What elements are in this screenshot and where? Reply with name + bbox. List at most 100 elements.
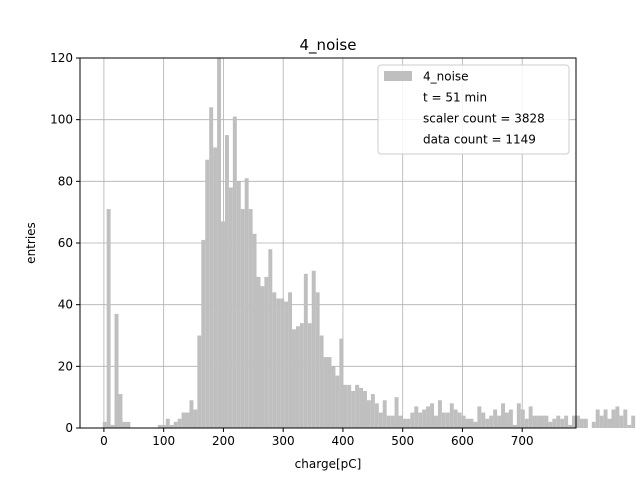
histogram-bar (536, 415, 541, 428)
histogram-bar (552, 418, 557, 428)
histogram-bar (331, 366, 336, 428)
histogram-bar (268, 249, 273, 428)
histogram-bar (311, 270, 316, 428)
histogram-bar (449, 403, 454, 428)
histogram-bar (595, 409, 600, 428)
y-tick-label: 60 (58, 236, 73, 250)
histogram-bar (631, 415, 636, 428)
histogram-bar (110, 424, 115, 428)
histogram-bar (319, 335, 324, 428)
x-tick-label: 400 (331, 434, 354, 448)
histogram-bar (422, 409, 427, 428)
histogram-bar (185, 412, 190, 428)
histogram-bar (528, 406, 533, 428)
histogram-bar (583, 418, 588, 428)
histogram-bar (607, 418, 612, 428)
histogram-bar (532, 415, 537, 428)
histogram-bar (189, 400, 194, 428)
histogram-bar (548, 421, 553, 428)
histogram-bar (339, 338, 344, 428)
histogram-bar (193, 409, 198, 428)
histogram-bar (418, 412, 423, 428)
x-tick-label: 700 (511, 434, 534, 448)
histogram-bar (228, 187, 233, 428)
histogram-bar (516, 403, 521, 428)
histogram-bar (579, 418, 584, 428)
histogram-bar (560, 418, 565, 428)
histogram-bar (374, 403, 379, 428)
histogram-bar (205, 159, 210, 428)
histogram-bar (284, 301, 289, 428)
histogram-bar (181, 412, 186, 428)
histogram-bar (386, 415, 391, 428)
histogram-bar (485, 418, 490, 428)
histogram-bar (520, 409, 525, 428)
histogram-bar (201, 239, 206, 428)
histogram-bar (457, 412, 462, 428)
legend-box (377, 64, 570, 155)
histogram-bar (327, 357, 332, 428)
histogram-bar (603, 409, 608, 428)
histogram-bar (473, 421, 478, 428)
histogram-bar (524, 418, 529, 428)
histogram-bar (343, 384, 348, 428)
histogram-bar (481, 412, 486, 428)
histogram-bar (323, 357, 328, 428)
histogram-bar (398, 415, 403, 428)
x-tick-label: 500 (391, 434, 414, 448)
histogram-bar (363, 391, 367, 428)
histogram-bar (544, 415, 549, 428)
histogram-bar (264, 276, 269, 428)
histogram-bar (426, 406, 431, 428)
histogram-bar (295, 326, 300, 428)
histogram-bar (402, 418, 407, 428)
histogram-bar (512, 424, 517, 428)
histogram-bar (173, 421, 178, 428)
histogram-bar (370, 394, 375, 428)
x-tick-label: 0 (100, 434, 108, 448)
x-tick-label: 100 (152, 434, 175, 448)
histogram-bar (445, 412, 450, 428)
y-tick-label: 120 (50, 51, 73, 65)
histogram-bar (303, 273, 308, 428)
histogram-bar (224, 135, 229, 429)
histogram-bar (335, 375, 340, 428)
histogram-bar (615, 406, 620, 428)
histogram-bar (307, 323, 312, 428)
histogram-bar (410, 412, 415, 428)
histogram-bar (572, 415, 576, 428)
histogram-bar (114, 313, 119, 428)
histogram-bar (477, 406, 482, 428)
histogram-bar (213, 147, 218, 428)
histogram-bar (390, 415, 395, 428)
histogram-bar (288, 292, 293, 428)
histogram-bar (505, 412, 509, 428)
histogram-bar (102, 421, 107, 428)
x-axis-ticks: 0 100 200 300 400 500 600 700 (100, 428, 534, 448)
histogram-bar (627, 424, 632, 428)
histogram-bar (623, 409, 628, 428)
histogram-bar (118, 394, 123, 428)
histogram-bar (430, 403, 435, 428)
histogram-bar (355, 384, 360, 428)
histogram-bar (611, 409, 616, 428)
histogram-bar (161, 424, 166, 428)
histogram-bar (248, 209, 253, 428)
histogram-bar (382, 400, 387, 428)
x-tick-label: 600 (451, 434, 474, 448)
histogram-bar (351, 391, 356, 428)
histogram-bar (359, 387, 364, 428)
x-tick-label: 200 (212, 434, 235, 448)
histogram-bar (315, 292, 320, 428)
histogram-bar (240, 209, 245, 428)
histogram-bar (406, 418, 411, 428)
histogram-bar (217, 58, 222, 428)
histogram-bar (221, 221, 225, 428)
y-tick-label: 80 (58, 174, 73, 188)
histogram-bar (169, 424, 174, 428)
histogram-bar (260, 286, 265, 428)
histogram-bar (280, 298, 285, 428)
y-axis-label: entries (24, 222, 38, 264)
histogram-bar (599, 415, 604, 428)
histogram-bar (437, 400, 442, 428)
